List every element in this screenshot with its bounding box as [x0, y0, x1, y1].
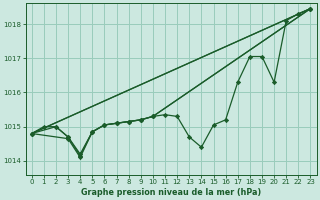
X-axis label: Graphe pression niveau de la mer (hPa): Graphe pression niveau de la mer (hPa) [81, 188, 261, 197]
